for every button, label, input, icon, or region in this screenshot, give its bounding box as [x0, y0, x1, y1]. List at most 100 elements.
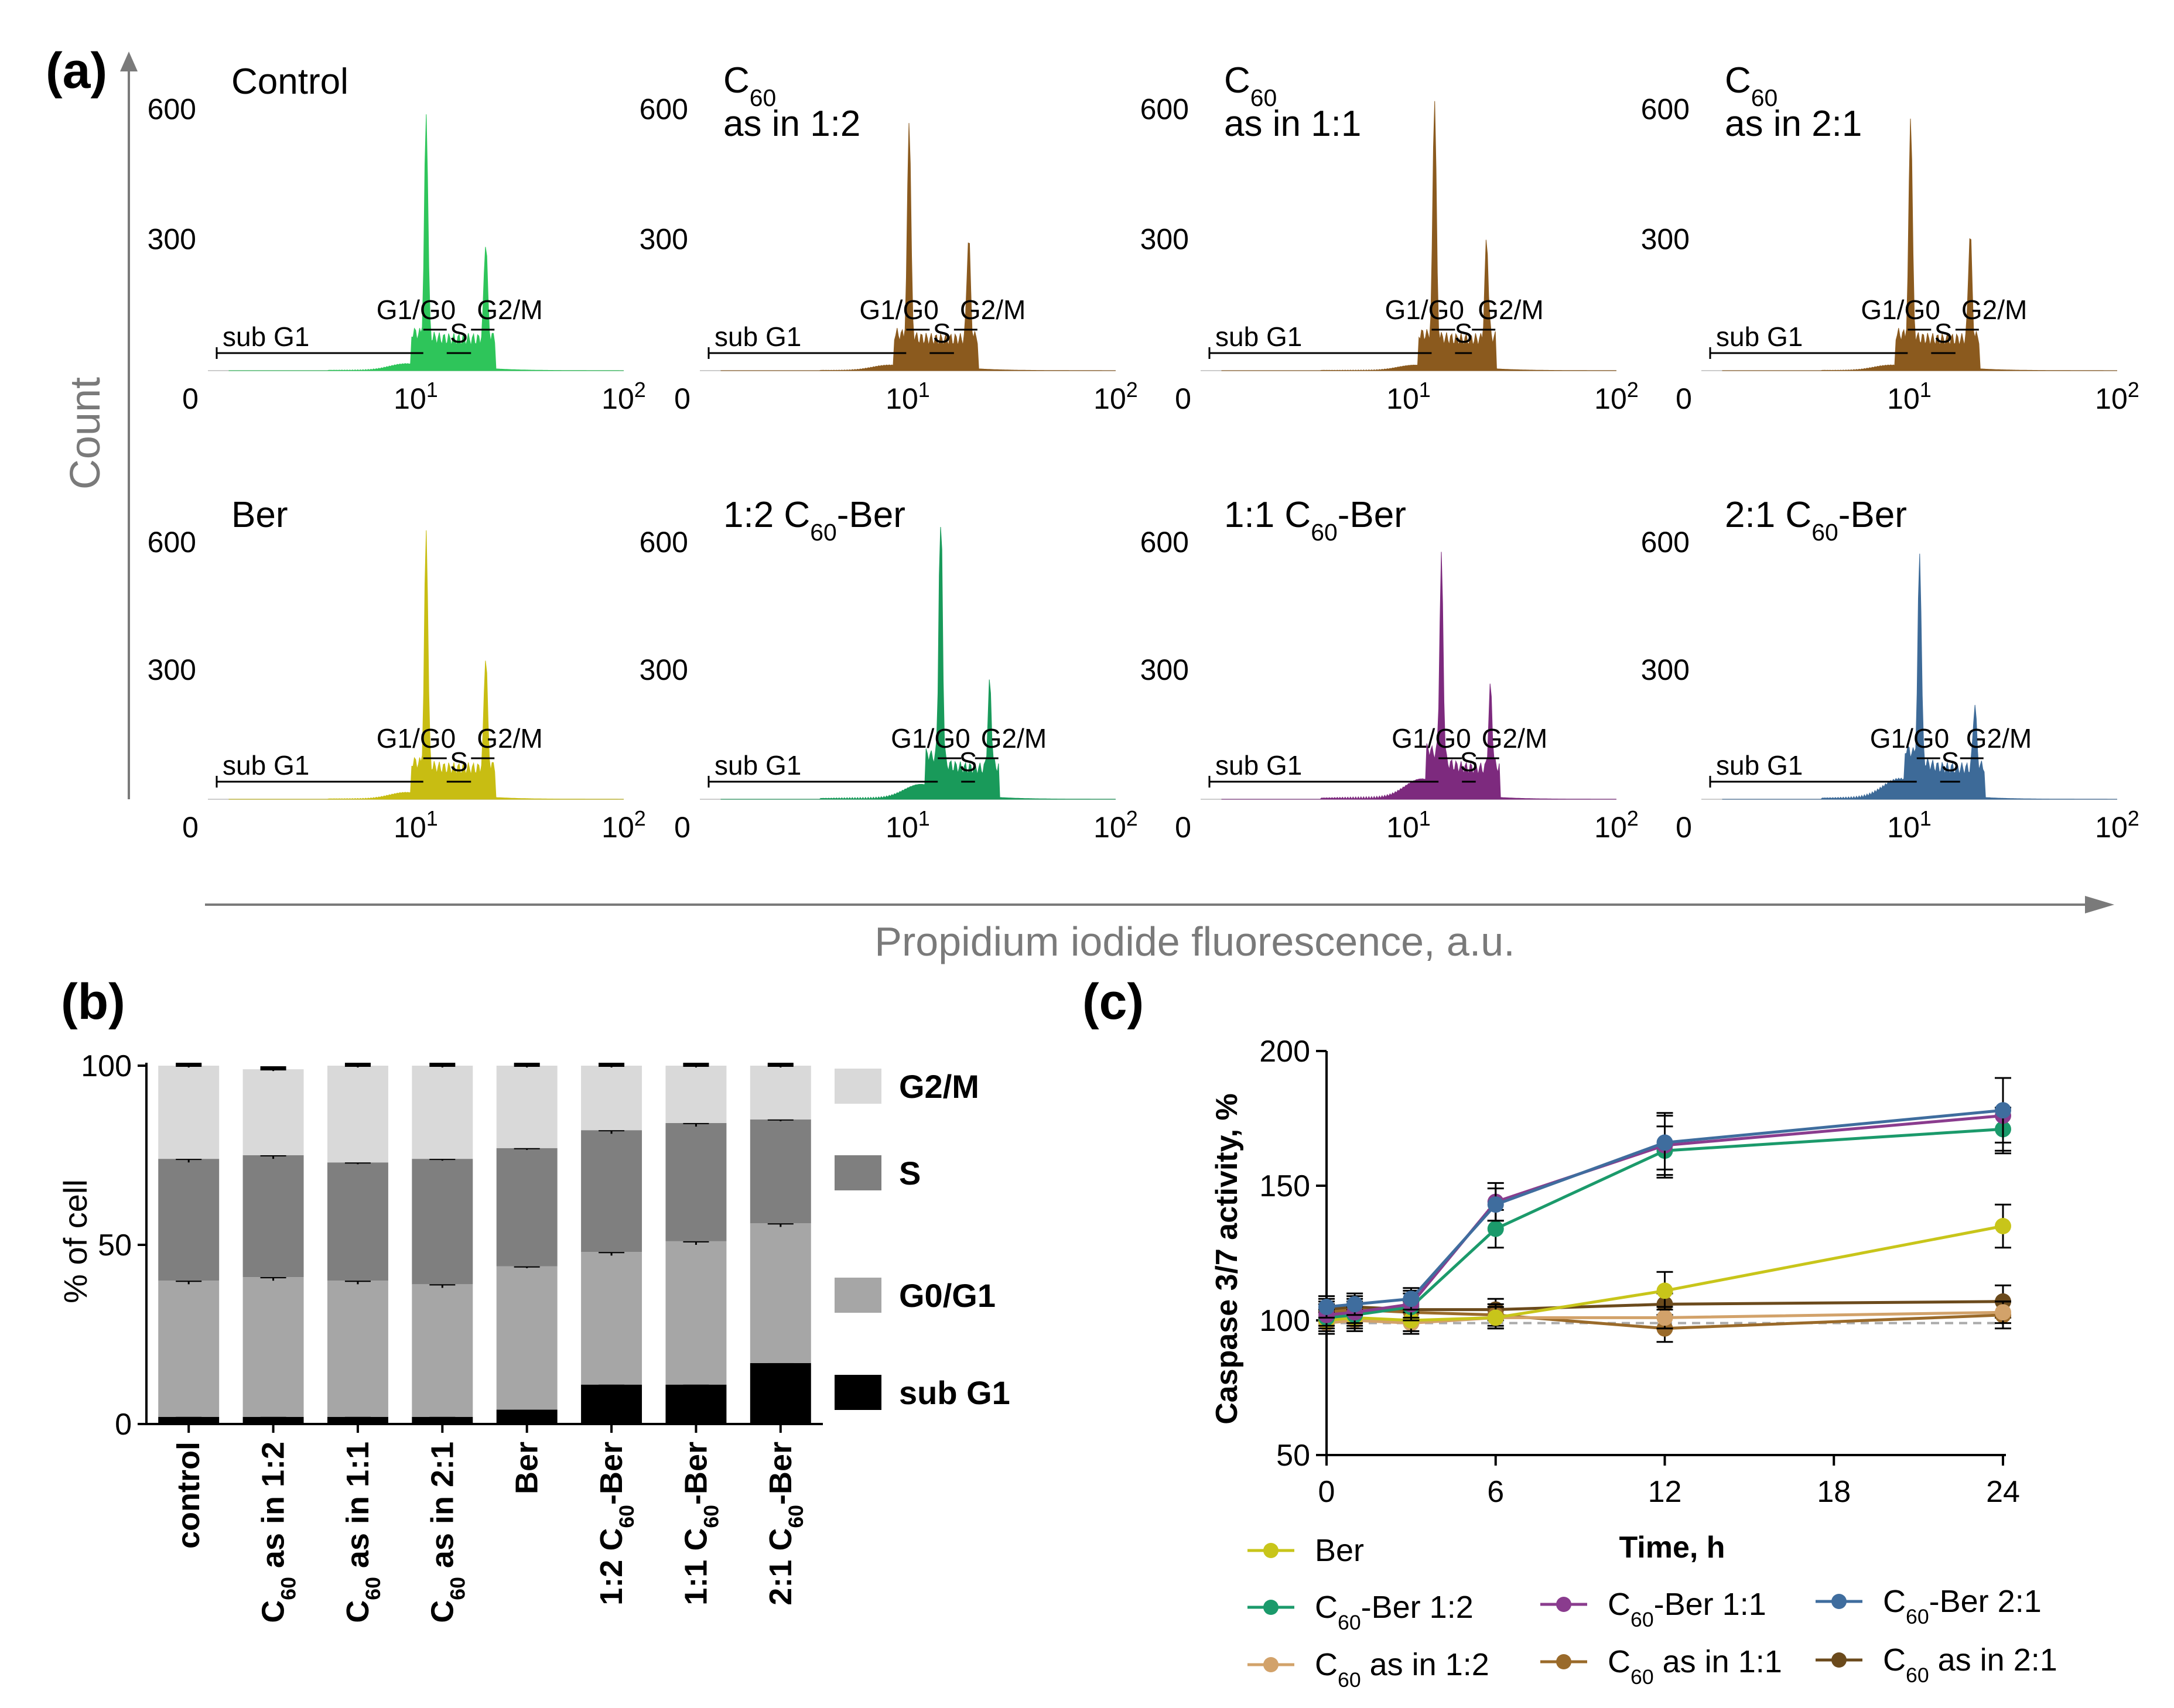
histogram-area [720, 123, 1116, 371]
line-point [1995, 1102, 2011, 1119]
histogram-area [1221, 101, 1617, 371]
line-legend-marker [1831, 1594, 1847, 1609]
gate-label-g1g0: G1/G0 [1392, 723, 1471, 754]
bar-category-label-part: C [340, 1600, 375, 1623]
histogram-xtick-part: 1 [918, 378, 930, 402]
histogram-ytick-300: 300 [640, 653, 688, 686]
line-legend-label-part: 60 [1906, 1663, 1929, 1687]
bar-segment [581, 1130, 642, 1252]
histogram-title-part: C [1224, 60, 1250, 101]
line-legend-label-part: C [1315, 1590, 1338, 1625]
histogram-xtick-part: 10 [886, 811, 918, 844]
line-legend-label-part: C [1883, 1584, 1906, 1619]
line-point [1487, 1196, 1504, 1213]
histogram-title-part: -Ber [837, 495, 905, 535]
line-ytick-label: 50 [1276, 1439, 1310, 1473]
histogram-title-part: -Ber [1838, 495, 1907, 535]
bar-category-label-part: control [171, 1442, 206, 1549]
line-legend-label: C60 as in 2:1 [1883, 1642, 2057, 1687]
histogram-ytick-600: 600 [1641, 526, 1690, 559]
bar-segment [750, 1066, 811, 1120]
line-legend-label: C60-Ber 1:2 [1315, 1590, 1474, 1634]
line-point [1995, 1304, 2011, 1321]
histogram-xtick-part: 10 [1594, 811, 1627, 844]
line-ytick-label: 200 [1259, 1035, 1310, 1069]
histogram-xtick-part: 10 [601, 382, 634, 415]
bar-ytick-label: 100 [81, 1049, 132, 1083]
histogram-xtick-part: 10 [1093, 382, 1126, 415]
bar-segment [496, 1148, 558, 1267]
line-legend-marker [1263, 1600, 1279, 1615]
bar-category-label-part: 60 [784, 1505, 808, 1528]
bar-category-label: 2:1 C60-Ber [763, 1442, 808, 1606]
histogram-xtick-part: 1 [1920, 378, 1932, 402]
histogram-xtick-100: 102 [601, 378, 646, 416]
histogram-xtick-10: 101 [394, 806, 438, 844]
gate-label-subg1: sub G1 [1215, 750, 1302, 781]
histogram-xtick-0: 0 [1175, 382, 1191, 415]
bar-category-label: C60 as in 1:2 [256, 1442, 300, 1623]
histogram-ytick-300: 300 [1140, 653, 1189, 686]
bar-category-label: 1:1 C60-Ber [678, 1442, 723, 1606]
histogram-xtick-10: 101 [1386, 378, 1431, 416]
line-xtick-label: 24 [1986, 1475, 2020, 1509]
bar-segment [581, 1384, 642, 1424]
bar-segment [581, 1252, 642, 1385]
histogram-ytick-600: 600 [640, 93, 688, 126]
panel-a-x-arrow [2085, 896, 2114, 913]
bar-segment [412, 1159, 473, 1285]
bar-segment [327, 1416, 388, 1424]
panel-label-a: (a) [46, 43, 107, 99]
histogram-xtick-100: 102 [2095, 806, 2139, 844]
bar-segment [242, 1277, 304, 1417]
bar-category-label-part: 60 [615, 1505, 638, 1528]
bar-category-label-part: C [256, 1600, 291, 1623]
histogram-title: C60 [1224, 60, 1277, 111]
histogram-xtick-100: 102 [601, 806, 646, 844]
line-xtick-label: 12 [1648, 1475, 1682, 1509]
bar-category-label-part: -Ber [678, 1442, 713, 1505]
histogram-xtick-part: 10 [394, 811, 426, 844]
bar-segment [496, 1409, 558, 1424]
histogram-xtick-part: 10 [1093, 811, 1126, 844]
gate-label-s: S [1460, 747, 1478, 777]
histogram-ytick-300: 300 [1641, 653, 1690, 686]
line-legend-label: C60 as in 1:2 [1315, 1647, 1489, 1692]
line-legend-label-part: as in 1:1 [1654, 1644, 1782, 1679]
gate-label-g2m: G2/M [1966, 723, 2032, 754]
histogram-area [228, 114, 624, 371]
histogram-title-line2: as in 2:1 [1725, 104, 1862, 144]
line-legend-label-part: 60 [1338, 1668, 1361, 1692]
histogram-title: 2:1 C60-Ber [1725, 495, 1907, 546]
bar-legend-label: G2/M [899, 1068, 979, 1105]
line-ytick-label: 150 [1259, 1169, 1310, 1203]
histogram-xtick-0: 0 [674, 811, 691, 844]
histogram-area [720, 526, 1116, 800]
bar-segment [158, 1281, 220, 1417]
gate-label-g2m: G2/M [1482, 723, 1547, 754]
bar-segment [412, 1284, 473, 1417]
histogram-ytick-300: 300 [1140, 223, 1189, 255]
line-point [1656, 1134, 1673, 1151]
panel-c-y-axis-label: Caspase 3/7 activity, % [1210, 1093, 1244, 1425]
bar-legend-swatch [835, 1069, 881, 1104]
bar-category-label-part: -Ber [594, 1442, 629, 1505]
gate-label-s: S [1454, 318, 1472, 348]
histogram-title-part: 2:1 C [1725, 495, 1811, 535]
histogram-ytick-600: 600 [148, 93, 196, 126]
histogram-area [1722, 553, 2117, 800]
line-legend-label-part: -Ber 1:2 [1361, 1590, 1474, 1625]
line-legend-label-part: C [1608, 1587, 1631, 1622]
histogram-xtick-part: 1 [918, 806, 930, 830]
line-legend-label-part: C [1883, 1642, 1906, 1678]
panel-label-c: (c) [1082, 974, 1144, 1030]
bar-category-label-part: as in 2:1 [425, 1442, 460, 1577]
bar-segment [665, 1066, 727, 1123]
gate-label-g2m: G2/M [960, 295, 1026, 325]
line-point [1487, 1220, 1504, 1237]
histogram-ytick-600: 600 [1140, 526, 1189, 559]
gate-label-g2m: G2/M [1961, 295, 2027, 325]
